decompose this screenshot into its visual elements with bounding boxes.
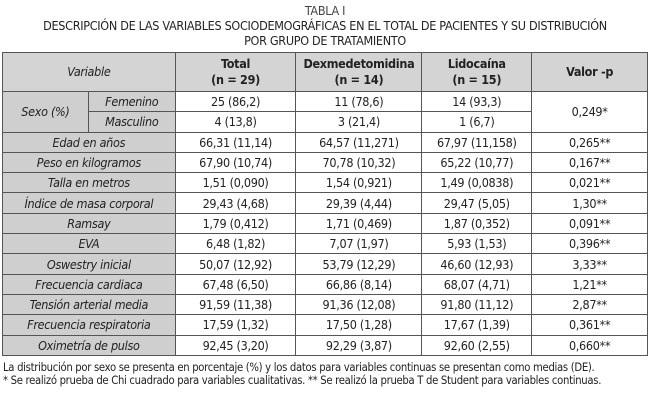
cell-total: 92,45 (3,20) xyxy=(174,334,297,356)
cell-total: 91,59 (11,38) xyxy=(174,293,297,316)
row-label: Frecuencia cardiaca xyxy=(2,273,176,295)
cell-lido: 68,07 (4,71) xyxy=(421,273,533,295)
cell-lido: 1 (6,7) xyxy=(421,111,533,133)
cell-p: 0,361** xyxy=(531,314,648,336)
cell-dex: 7,07 (1,97) xyxy=(295,233,423,255)
footnote: La distribución por sexo se presenta en … xyxy=(3,361,648,387)
row-label-sexo: Sexo (%) xyxy=(2,91,89,133)
cell-lido: 92,60 (2,55) xyxy=(421,334,533,356)
cell-total: 1,79 (0,412) xyxy=(174,212,297,235)
cell-p: 0,265** xyxy=(531,131,648,153)
cell-p: 0,167** xyxy=(531,151,648,174)
cell-p: 3,33** xyxy=(531,253,648,275)
row-label: EVA xyxy=(2,233,176,255)
row-label: Índice de masa corporal xyxy=(2,192,176,214)
table-row: Edad en años 66,31 (11,14) 64,57 (11,271) 6… xyxy=(2,131,648,153)
cell-total: 25 (86,2) xyxy=(174,90,297,113)
cell-dex: 1,71 (0,469) xyxy=(295,212,423,235)
cell-p: 0,021** xyxy=(531,172,648,194)
table-row: Talla en metros 1,51 (0,090) 1,54 (0,921) 1… xyxy=(2,172,648,194)
cell-p: 0,660** xyxy=(531,334,648,356)
cell-total: 6,48 (1,82) xyxy=(174,233,297,255)
table-row: Tensión arterial media 91,59 (11,38) 91,36… xyxy=(2,293,648,316)
cell-dex: 64,57 (11,271) xyxy=(295,131,423,153)
table-row: Ramsay 1,79 (0,412) 1,71 (0,469) 1,87 (0,35… xyxy=(2,212,648,235)
header-total: Total (n = 29) xyxy=(174,52,297,92)
cell-dex: 3 (21,4) xyxy=(295,111,423,133)
cell-lido: 91,80 (11,12) xyxy=(421,293,533,316)
table-title: DESCRIPCIÓN DE LAS VARIABLES SOCIODEMOGR… xyxy=(43,18,607,33)
cell-p: 0,396** xyxy=(531,233,648,255)
cell-total: 50,07 (12,92) xyxy=(174,253,297,275)
row-label: Oximetría de pulso xyxy=(2,334,176,356)
cell-dex: 29,39 (4,44) xyxy=(295,192,423,214)
table-row: EVA 6,48 (1,82) 7,07 (1,97) 5,93 (1,53) 0,39… xyxy=(2,233,648,255)
cell-dex: 66,86 (8,14) xyxy=(295,273,423,295)
table-title-line2: POR GRUPO DE TRATAMIENTO xyxy=(244,33,406,48)
cell-lido: 1,49 (0,0838) xyxy=(421,172,533,194)
data-table: Variable Total (n = 29) Dexmedetomidina (n… xyxy=(2,52,648,356)
cell-p: 0,249* xyxy=(531,91,648,133)
cell-dex: 17,50 (1,28) xyxy=(295,314,423,336)
cell-lido: 46,60 (12,93) xyxy=(421,253,533,275)
cell-lido: 17,67 (1,39) xyxy=(421,314,533,336)
cell-total: 4 (13,8) xyxy=(174,111,297,133)
cell-lido: 1,87 (0,352) xyxy=(421,212,533,235)
cell-lido: 67,97 (11,158) xyxy=(421,131,533,153)
cell-lido: 65,22 (10,77) xyxy=(421,151,533,174)
table-caption: TABLA I DESCRIPCIÓN DE LAS VARIABLES SOC… xyxy=(0,0,650,48)
table-row: Frecuencia cardiaca 67,48 (6,50) 66,86 (8,… xyxy=(2,273,648,295)
cell-dex: 92,29 (3,87) xyxy=(295,334,423,356)
row-label: Ramsay xyxy=(2,212,176,235)
header-variable: Variable xyxy=(2,52,176,92)
cell-lido: 14 (93,3) xyxy=(421,90,533,113)
table-label: TABLA I xyxy=(304,3,346,18)
cell-p: 0,091** xyxy=(531,212,648,235)
cell-total: 67,90 (10,74) xyxy=(174,151,297,174)
cell-dex: 91,36 (12,08) xyxy=(295,293,423,316)
row-label: Edad en años xyxy=(2,131,176,153)
row-sublabel: Masculino xyxy=(87,111,176,133)
cell-dex: 70,78 (10,32) xyxy=(295,151,423,174)
header-row: Variable Total (n = 29) Dexmedetomidina (n… xyxy=(2,52,648,92)
table-row: Sexo (%) Femenino 25 (86,2) 11 (78,6) 14… xyxy=(2,90,648,133)
table-row: Frecuencia respiratoria 17,59 (1,32) 17,50… xyxy=(2,314,648,336)
cell-total: 66,31 (11,14) xyxy=(174,131,297,153)
table-row: Masculino 4 (13,8) 3 (21,4) 1 (6,7) xyxy=(3,111,648,133)
cell-lido: 5,93 (1,53) xyxy=(421,233,533,255)
row-label: Talla en metros xyxy=(2,172,176,194)
header-dex: Dexmedetomidina (n = 14) xyxy=(295,52,423,92)
footnote-line1: La distribución por sexo se presenta en … xyxy=(3,361,595,374)
header-lido: Lidocaína (n = 15) xyxy=(421,52,533,92)
cell-dex: 1,54 (0,921) xyxy=(295,172,423,194)
row-label: Frecuencia respiratoria xyxy=(2,314,176,336)
cell-total: 29,43 (4,68) xyxy=(174,192,297,214)
cell-total: 17,59 (1,32) xyxy=(174,314,297,336)
header-p: Valor -p xyxy=(531,52,648,92)
cell-total: 1,51 (0,090) xyxy=(174,172,297,194)
cell-p: 1,21** xyxy=(531,273,648,295)
cell-p: 2,87** xyxy=(531,293,648,316)
table-row: Oswestry inicial 50,07 (12,92) 53,79 (12,2… xyxy=(2,253,648,275)
cell-dex: 53,79 (12,29) xyxy=(295,253,423,275)
row-label: Peso en kilogramos xyxy=(2,151,176,174)
row-label: Tensión arterial media xyxy=(2,293,176,316)
cell-p: 1,30** xyxy=(531,192,648,214)
cell-dex: 11 (78,6) xyxy=(295,90,423,113)
cell-total: 67,48 (6,50) xyxy=(174,273,297,295)
row-sublabel: Femenino xyxy=(87,90,176,113)
cell-lido: 29,47 (5,05) xyxy=(421,192,533,214)
table-row: Oximetría de pulso 92,45 (3,20) 92,29 (3,8… xyxy=(2,334,648,356)
row-label: Oswestry inicial xyxy=(2,253,176,275)
table-row: Peso en kilogramos 67,90 (10,74) 70,78 (10… xyxy=(2,151,648,174)
table-row: Índice de masa corporal 29,43 (4,68) 29,39… xyxy=(2,192,648,214)
footnote-line2: * Se realizó prueba de Chi cuadrado para… xyxy=(3,374,602,387)
